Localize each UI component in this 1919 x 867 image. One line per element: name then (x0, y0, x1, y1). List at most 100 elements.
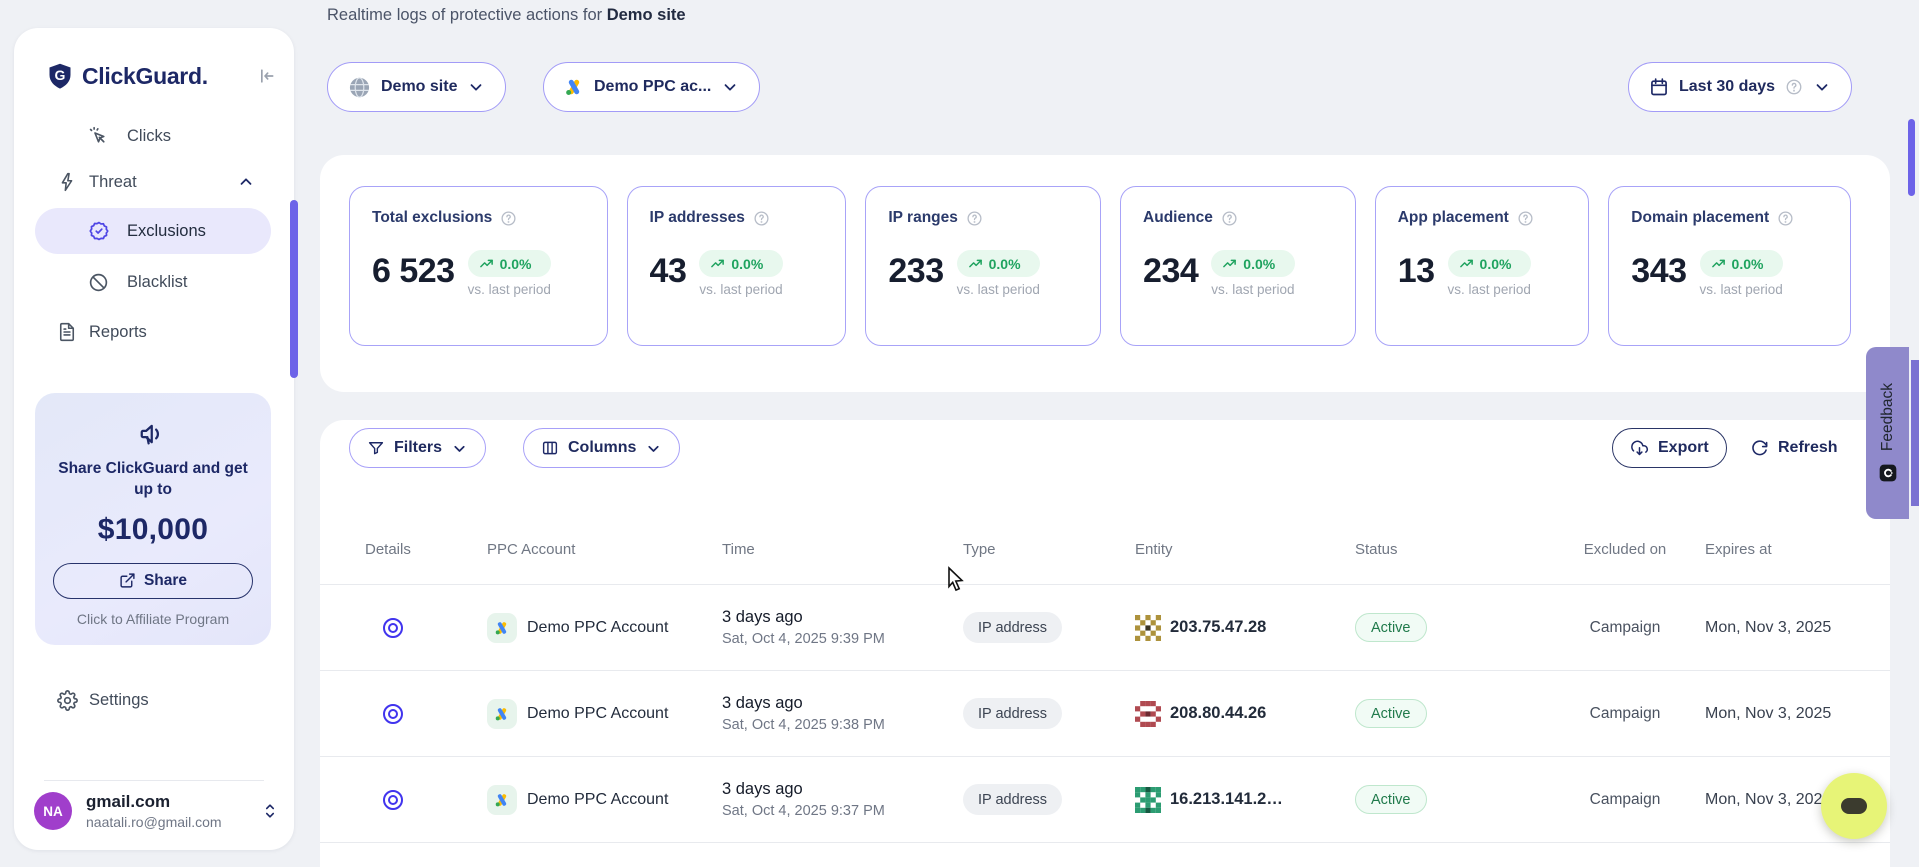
stat-card-app-placement: App placement 13 0.0% vs. last period (1374, 186, 1590, 346)
trend-up-icon (1711, 259, 1725, 268)
entity-value: 203.75.47.28 (1170, 618, 1267, 636)
stats-panel: Total exclusions 6 523 0.0% vs. last per… (320, 155, 1890, 392)
delta-caption: vs. last period (1699, 282, 1783, 297)
refresh-button[interactable]: Refresh (1744, 428, 1844, 468)
entity-value: 16.213.141.2… (1170, 790, 1283, 808)
ppc-account-name: Demo PPC Account (527, 790, 669, 808)
sidebar-item-blacklist[interactable]: Blacklist (35, 260, 271, 304)
time-full: Sat, Oct 4, 2025 9:37 PM (722, 803, 885, 819)
export-button[interactable]: Export (1612, 428, 1727, 468)
stat-value: 343 (1631, 252, 1687, 290)
ppc-account-name: Demo PPC Account (527, 704, 669, 722)
status-badge: Active (1355, 699, 1427, 728)
sidebar-item-label: Reports (89, 322, 147, 341)
sidebar-item-reports[interactable]: Reports (35, 310, 271, 354)
chevron-down-icon (648, 445, 660, 452)
delta-caption: vs. last period (699, 282, 783, 297)
gear-icon (57, 689, 78, 711)
user-email: naatali.ro@gmail.com (86, 814, 222, 830)
columns-button[interactable]: Columns (523, 428, 681, 468)
view-details-icon[interactable] (381, 616, 405, 640)
delta-badge: 0.0% (1211, 250, 1295, 277)
avatar: NA (34, 792, 72, 830)
stat-value: 234 (1143, 252, 1199, 290)
google-ads-icon (566, 79, 580, 95)
sidebar-collapse-icon[interactable] (256, 66, 276, 86)
sidebar-item-threat[interactable]: Threat (35, 160, 271, 204)
svg-text:G: G (55, 67, 66, 83)
trend-up-icon (968, 259, 982, 268)
view-details-icon[interactable] (381, 702, 405, 726)
stat-card-domain-placement: Domain placement 343 0.0% vs. last perio… (1608, 186, 1851, 346)
megaphone-icon (140, 424, 159, 445)
column-header: Details (365, 540, 411, 558)
external-link-icon (120, 573, 135, 588)
google-ads-icon (487, 612, 517, 643)
user-name: gmail.com (86, 792, 171, 811)
feedback-tab[interactable]: Feedback (1866, 347, 1909, 519)
table-row: Demo PPC Account 3 days ago Sat, Oct 4, … (320, 757, 1890, 843)
affiliate-link[interactable]: Click to Affiliate Program (76, 610, 230, 627)
site-selector-dropdown[interactable]: Demo site (327, 62, 507, 112)
view-details-icon[interactable] (381, 788, 405, 812)
stat-value: 6 523 (372, 252, 455, 290)
user-menu[interactable]: NA gmail.com naatali.ro@gmail.com (34, 785, 278, 837)
delta-badge: 0.0% (1699, 250, 1783, 277)
stat-value: 43 (649, 252, 687, 290)
page-subtitle-site: Demo site (606, 6, 686, 24)
help-icon[interactable] (753, 210, 770, 227)
divider (44, 780, 264, 781)
entity-identicon (1135, 786, 1161, 813)
sidebar-item-clicks[interactable]: Clicks (35, 114, 271, 158)
sidebar-item-exclusions[interactable]: Exclusions (35, 208, 271, 254)
sidebar-item-label: Settings (89, 690, 149, 709)
stat-card-ip-ranges: IP ranges 233 0.0% vs. last period (865, 186, 1102, 346)
help-icon[interactable] (1221, 210, 1238, 227)
share-button[interactable]: Share (53, 562, 253, 599)
page-scrollbar-thumb[interactable] (1908, 119, 1915, 196)
status-badge: Active (1355, 785, 1427, 814)
chevron-down-icon (1816, 84, 1828, 91)
clicks-cursor-icon (88, 126, 109, 147)
time-relative: 3 days ago (722, 608, 803, 626)
chat-launcher-button[interactable] (1821, 773, 1887, 839)
blacklist-ban-icon (88, 272, 109, 293)
chevron-down-icon (454, 445, 465, 452)
stat-value: 13 (1397, 252, 1435, 290)
google-ads-icon (487, 784, 517, 815)
threat-lightning-icon (57, 172, 77, 192)
column-header: Expires at (1705, 540, 1772, 558)
expires-at: Mon, Nov 3, 2025 (1705, 704, 1832, 722)
expires-at: Mon, Nov 3, 2025 (1705, 790, 1832, 808)
date-range-dropdown[interactable]: Last 30 days (1628, 62, 1853, 112)
sidebar: G ClickGuard. Clicks Threat (14, 28, 294, 850)
excluded-on: Campaign (1589, 704, 1661, 722)
help-icon[interactable] (966, 210, 983, 227)
column-header: Type (963, 540, 996, 558)
table-row: Demo PPC Account 3 days ago Sat, Oct 4, … (320, 671, 1890, 757)
type-badge: IP address (963, 784, 1063, 815)
mouse-cursor (948, 566, 964, 592)
delta-badge: 0.0% (956, 250, 1040, 277)
help-icon[interactable] (1777, 210, 1794, 227)
reports-document-icon (57, 322, 77, 342)
stat-value: 233 (888, 252, 944, 290)
column-header: PPC Account (487, 540, 576, 558)
table-header-row: Details PPC Account Time Type Entity Sta… (320, 515, 1890, 585)
status-badge: Active (1355, 613, 1427, 642)
refresh-icon (1752, 439, 1768, 455)
help-icon[interactable] (1517, 210, 1534, 227)
ppc-account-selector-dropdown[interactable]: Demo PPC ac... (543, 62, 761, 112)
filters-button[interactable]: Filters (349, 428, 487, 468)
column-header: Entity (1135, 540, 1173, 558)
help-icon[interactable] (500, 210, 517, 227)
feedback-chat-icon (1879, 464, 1896, 482)
vertical-scrollbar-thumb[interactable] (290, 200, 298, 378)
entity-identicon (1135, 700, 1161, 727)
expires-at: Mon, Nov 3, 2025 (1705, 618, 1832, 636)
stat-card-audience: Audience 234 0.0% vs. last period (1120, 186, 1356, 346)
sidebar-item-label: Blacklist (127, 272, 188, 291)
type-badge: IP address (963, 698, 1063, 729)
time-full: Sat, Oct 4, 2025 9:38 PM (722, 717, 885, 733)
sidebar-item-settings[interactable]: Settings (35, 678, 271, 722)
